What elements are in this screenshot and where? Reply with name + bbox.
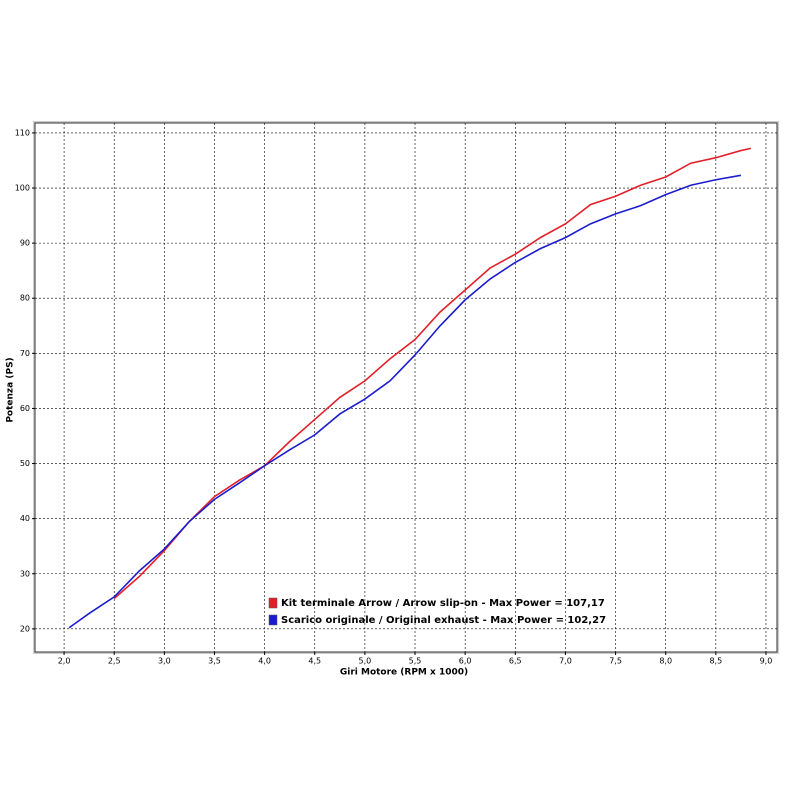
legend-swatch xyxy=(268,614,278,626)
y-tick-label: 60 xyxy=(20,404,30,413)
legend-swatch xyxy=(268,597,278,609)
x-tick-label: 2,0 xyxy=(58,657,71,666)
y-tick-label: 100 xyxy=(15,184,30,193)
x-tick-label: 2,5 xyxy=(108,657,121,666)
y-tick-label: 80 xyxy=(20,294,30,303)
y-tick-label: 20 xyxy=(20,624,30,633)
series-line xyxy=(113,147,752,600)
x-tick-label: 3,0 xyxy=(158,657,171,666)
x-tick-label: 7,0 xyxy=(559,657,572,666)
x-tick-label: 7,5 xyxy=(609,657,622,666)
x-tick-label: 8,5 xyxy=(709,657,722,666)
y-tick-label: 50 xyxy=(20,459,30,468)
legend-label: Scarico originale / Original exhaust - M… xyxy=(281,615,606,626)
x-tick-label: 6,0 xyxy=(459,657,472,666)
x-tick-label: 6,5 xyxy=(509,657,522,666)
x-tick-label: 8,0 xyxy=(659,657,672,666)
y-axis-label: Potenza (PS) xyxy=(6,357,16,422)
y-tick-label: 30 xyxy=(20,569,30,578)
x-tick-label: 5,5 xyxy=(409,657,422,666)
legend-label: Kit terminale Arrow / Arrow slip-on - Ma… xyxy=(281,598,605,609)
y-tick-label: 70 xyxy=(20,349,30,358)
x-tick-label: 5,0 xyxy=(359,657,372,666)
y-tick-label: 110 xyxy=(15,128,30,137)
x-tick-label: 4,0 xyxy=(258,657,271,666)
x-tick-label: 9,0 xyxy=(760,657,773,666)
y-tick-label: 40 xyxy=(20,514,30,523)
y-tick-label: 90 xyxy=(20,239,30,248)
x-tick-label: 4,5 xyxy=(308,657,321,666)
plot-area xyxy=(34,122,778,653)
x-axis-label: Giri Motore (RPM x 1000) xyxy=(340,668,468,678)
x-tick-label: 3,5 xyxy=(208,657,221,666)
series-line xyxy=(68,174,742,629)
